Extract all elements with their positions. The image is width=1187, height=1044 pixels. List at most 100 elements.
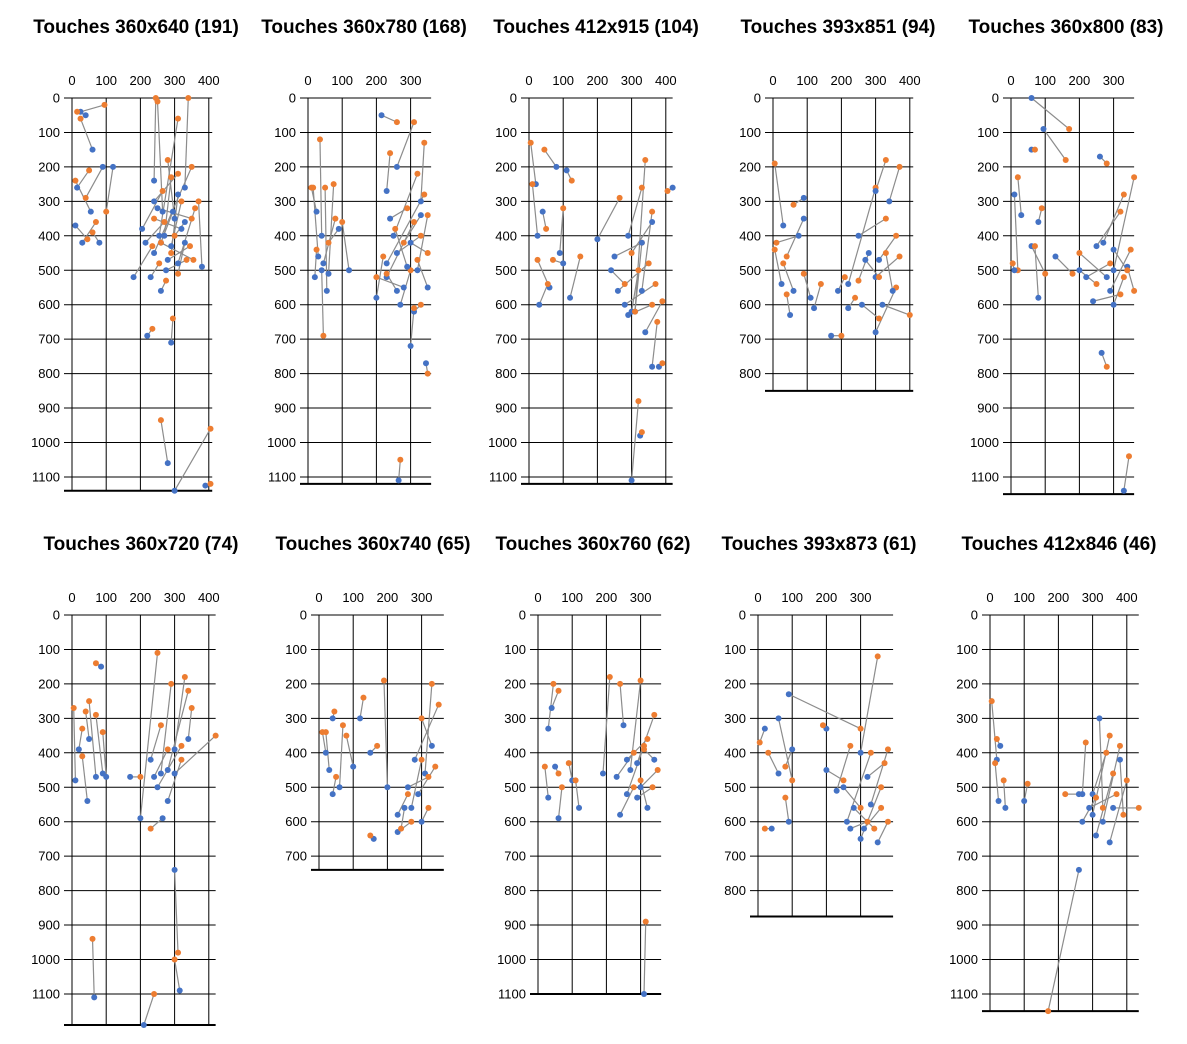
touch-end-point — [1113, 791, 1120, 798]
touch-start-point — [1107, 287, 1114, 294]
touch-start-point — [400, 284, 407, 291]
y-tick-label: 300 — [495, 194, 517, 209]
touch-connector — [857, 252, 870, 281]
touch-start-point — [862, 256, 869, 263]
touch-end-point — [392, 225, 399, 232]
chart-panel: Touches 360x740 (65) 0 100 200 300 0 100 200 300… — [275, 534, 471, 871]
touch-connector — [1003, 780, 1006, 808]
touch-start-point — [649, 219, 656, 226]
touch-start-point — [357, 715, 364, 722]
y-tick-label: 1000 — [949, 952, 978, 967]
touch-start-point — [98, 663, 105, 670]
touch-start-point — [198, 263, 205, 270]
y-tick-label: 200 — [956, 676, 978, 691]
touch-start-point — [552, 763, 559, 770]
touch-start-point — [611, 253, 618, 260]
touch-end-point — [92, 660, 99, 667]
touch-start-point — [617, 811, 624, 818]
touch-end-point — [840, 777, 847, 784]
touch-start-point — [1011, 191, 1018, 198]
touch-start-point — [311, 274, 318, 281]
touch-start-point — [373, 294, 380, 301]
touch-end-point — [1062, 791, 1069, 798]
touch-start-point — [790, 287, 797, 294]
touch-start-point — [623, 756, 630, 763]
touch-end-point — [331, 708, 338, 715]
touch-connector — [143, 993, 155, 1026]
touch-end-point — [771, 160, 778, 167]
y-tick-label: 400 — [38, 228, 60, 243]
touch-connector — [420, 142, 425, 202]
touch-connector — [177, 242, 186, 274]
touch-end-point — [641, 746, 648, 753]
touch-start-point — [787, 312, 794, 319]
touch-connector — [386, 153, 391, 192]
touch-end-point — [882, 250, 889, 257]
touch-connector — [163, 177, 172, 236]
touch-start-point — [137, 815, 144, 822]
touch-end-point — [1124, 267, 1131, 274]
touch-end-point — [171, 232, 178, 239]
x-tick-label: 100 — [561, 590, 583, 605]
touch-connector — [327, 184, 335, 274]
touch-start-point — [323, 287, 330, 294]
touch-end-point — [157, 722, 164, 729]
touch-start-point — [625, 232, 632, 239]
touch-start-point — [171, 487, 178, 494]
touch-end-point — [884, 818, 891, 825]
touch-start-point — [1110, 267, 1117, 274]
y-tick-label: 100 — [504, 642, 526, 657]
touch-end-point — [878, 804, 885, 811]
touch-connector — [141, 190, 164, 230]
touch-end-point — [171, 956, 178, 963]
touch-start-point — [886, 198, 893, 205]
touch-start-point — [96, 239, 103, 246]
touch-connector — [133, 245, 153, 278]
touch-end-point — [417, 301, 424, 308]
touch-start-point — [1098, 349, 1105, 356]
touch-start-point — [608, 267, 615, 274]
touch-connector — [531, 184, 539, 236]
touch-connector — [392, 173, 418, 237]
y-tick-label: 200 — [38, 159, 60, 174]
y-tick-label: 500 — [274, 263, 296, 278]
touch-start-point — [168, 339, 175, 346]
touch-end-point — [181, 674, 188, 681]
y-tick-label: 600 — [495, 297, 517, 312]
touch-connector — [569, 256, 581, 298]
touch-start-point — [175, 191, 182, 198]
x-tick-label: 400 — [198, 73, 220, 88]
touch-end-point — [649, 784, 656, 791]
touch-start-point — [175, 260, 182, 267]
touch-connector — [184, 97, 189, 188]
touch-start-point — [407, 239, 414, 246]
y-tick-label: 300 — [977, 194, 999, 209]
touch-start-point — [91, 994, 98, 1001]
y-tick-label: 500 — [739, 263, 761, 278]
touch-start-point — [346, 267, 353, 274]
touch-connector — [870, 749, 889, 805]
touch-start-point — [833, 787, 840, 794]
touch-start-point — [876, 256, 883, 263]
y-tick-label: 800 — [495, 366, 517, 381]
touch-connector — [1092, 293, 1121, 302]
touch-end-point — [169, 315, 176, 322]
touch-start-point — [548, 705, 555, 712]
touch-end-point — [1127, 246, 1134, 253]
y-tick-label: 300 — [739, 194, 761, 209]
touch-start-point — [325, 270, 332, 277]
touch-end-point — [79, 725, 86, 732]
touch-start-point — [393, 163, 400, 170]
touch-connector — [85, 711, 90, 740]
chart-title: Touches 360x740 (65) — [275, 534, 470, 555]
touch-connector — [375, 256, 384, 298]
touch-start-point — [800, 194, 807, 201]
touch-end-point — [1093, 281, 1100, 288]
touch-end-point — [652, 281, 659, 288]
touch-connector — [76, 170, 90, 188]
touch-end-point — [374, 742, 381, 749]
touch-connector — [626, 745, 645, 795]
touch-start-point — [417, 198, 424, 205]
y-tick-label: 400 — [495, 228, 517, 243]
